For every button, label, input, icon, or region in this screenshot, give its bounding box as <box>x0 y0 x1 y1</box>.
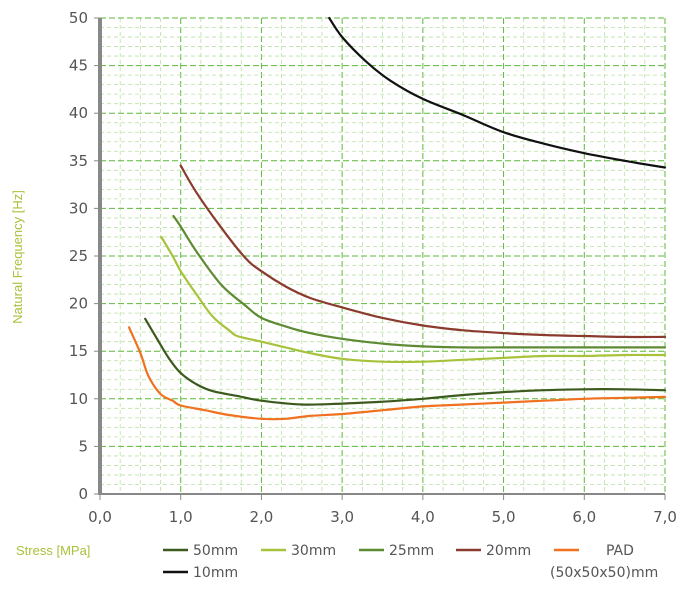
x-tick-label: 4,0 <box>411 508 435 526</box>
x-tick-label: 3,0 <box>330 508 354 526</box>
legend-label-pad-line2: (50x50x50)mm <box>550 565 658 581</box>
y-tick-label: 50 <box>69 9 88 27</box>
y-tick-label: 5 <box>78 437 88 455</box>
y-tick-label: 25 <box>69 247 88 265</box>
y-tick-label: 15 <box>69 342 88 360</box>
y-tick-label: 0 <box>78 485 88 503</box>
series-line-50mm <box>144 317 667 406</box>
x-tick-label: 6,0 <box>572 508 596 526</box>
y-tick-label: 30 <box>69 199 88 217</box>
legend-label-20mm: 20mm <box>486 543 531 559</box>
x-tick-label: 5,0 <box>492 508 516 526</box>
y-tick-label: 40 <box>69 104 88 122</box>
legend-label-30mm: 30mm <box>291 543 336 559</box>
y-tick-label: 45 <box>69 57 88 75</box>
series-lines <box>128 16 667 421</box>
series-line-30mm <box>160 235 667 364</box>
y-axis-label: Natural Frequency [Hz] <box>10 190 25 324</box>
y-tick-label: 35 <box>69 152 88 170</box>
y-tick-labels: 0 5 10 15 20 25 30 35 40 45 50 <box>69 9 100 503</box>
legend-label-pad: PAD <box>606 543 634 559</box>
legend-label-25mm: 25mm <box>389 543 434 559</box>
legend-label-50mm: 50mm <box>193 543 238 559</box>
x-tick-labels: 0,0 1,0 2,0 3,0 4,0 5,0 6,0 7,0 <box>88 494 677 526</box>
grid <box>100 17 666 494</box>
y-tick-label: 10 <box>69 390 88 408</box>
legend: 50mm 30mm 25mm 20mm PAD (50x50x50)mm 10mm <box>163 543 658 581</box>
x-tick-label: 1,0 <box>169 508 193 526</box>
y-tick-label: 20 <box>69 295 88 313</box>
x-tick-label: 0,0 <box>88 508 112 526</box>
series-line-20mm <box>179 164 667 339</box>
series-line-25mm <box>172 214 667 349</box>
legend-label-10mm: 10mm <box>193 565 238 581</box>
x-axis-label: Stress [MPa] <box>16 543 90 558</box>
x-tick-label: 2,0 <box>249 508 273 526</box>
series-line-10mm <box>328 16 667 169</box>
x-tick-label: 7,0 <box>653 508 677 526</box>
series-line-pad <box>128 326 667 421</box>
